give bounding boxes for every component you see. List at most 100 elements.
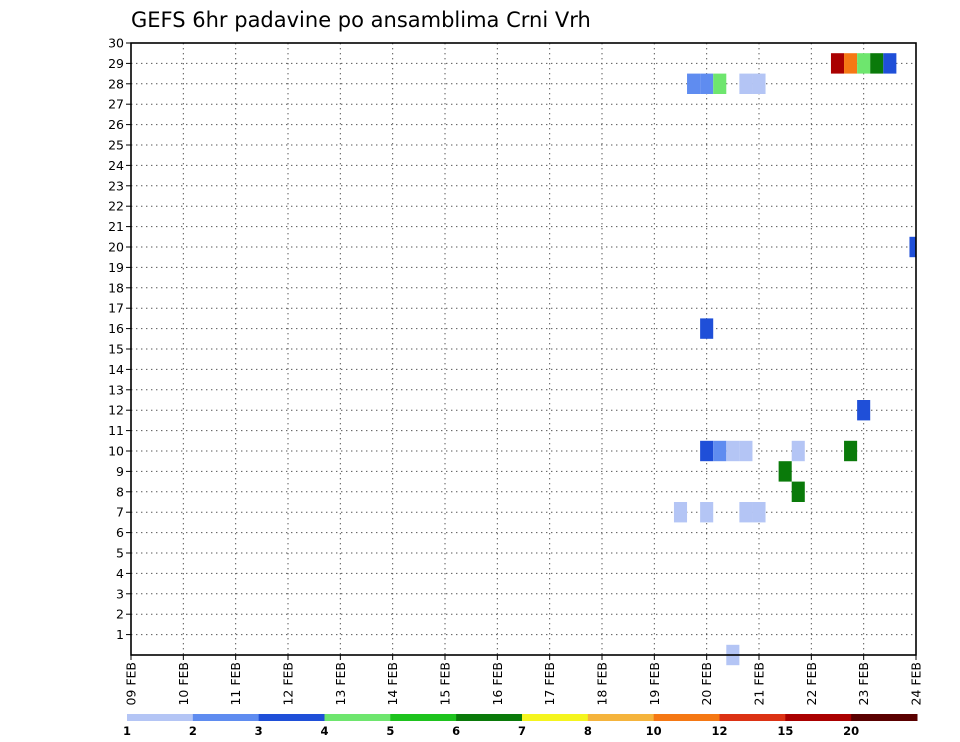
y-tick-label: 1 [116, 627, 124, 642]
y-tick-label: 13 [108, 382, 124, 397]
y-tick-label: 2 [116, 607, 124, 622]
x-tick-label: 24 FEB [909, 662, 924, 706]
y-axis: 1234567891011121314151617181920212223242… [108, 36, 131, 642]
colorbar-segment [522, 714, 589, 721]
heatmap-cell [700, 440, 714, 462]
colorbar-label: 8 [584, 724, 592, 738]
colorbar-segment [456, 714, 523, 721]
heatmap-cell [778, 461, 792, 482]
colorbar: 1 2 3 4 5 6 7 8 10 12 15 20 [123, 714, 918, 738]
heatmap-cell [857, 53, 871, 74]
colorbar-label: 7 [518, 724, 526, 738]
heatmap-cell [673, 502, 688, 523]
y-tick-label: 11 [108, 423, 124, 438]
y-tick-label: 17 [108, 301, 124, 316]
x-tick-label: 22 FEB [804, 662, 819, 706]
y-tick-label: 6 [116, 525, 124, 540]
y-tick-label: 30 [108, 36, 124, 51]
x-tick-label: 12 FEB [281, 662, 296, 706]
heatmap-cell [739, 502, 753, 523]
y-tick-label: 3 [116, 586, 124, 601]
x-tick-label: 23 FEB [856, 662, 871, 706]
heatmap-cell [830, 53, 845, 74]
x-axis: 09 FEB 10 FEB 11 FEB 12 FEB 13 FEB 14 FEB 15 F… [124, 655, 924, 706]
colorbar-segment [587, 714, 655, 721]
y-tick-label: 14 [108, 362, 124, 377]
y-tick-label: 16 [108, 321, 124, 336]
heatmap-cell [844, 53, 858, 74]
heatmap-cell [713, 440, 727, 462]
x-tick-label: 16 FEB [490, 662, 505, 706]
colorbar-segment [192, 714, 260, 721]
x-tick-label: 19 FEB [647, 662, 662, 706]
cells-layer [673, 53, 916, 666]
heatmap-cell [700, 502, 714, 523]
x-tick-label: 21 FEB [752, 662, 767, 706]
colorbar-label: 5 [386, 724, 394, 738]
heatmap-cell [713, 73, 727, 94]
colorbar-segment [324, 714, 391, 721]
x-tick-label: 15 FEB [438, 662, 453, 706]
colorbar-label: 6 [452, 724, 460, 738]
y-tick-label: 29 [108, 56, 124, 71]
x-tick-label: 20 FEB [699, 662, 714, 706]
heatmap-cell [726, 440, 740, 462]
y-tick-label: 20 [108, 240, 124, 255]
heatmap-cell [687, 73, 701, 94]
grid-layer [131, 43, 916, 655]
heatmap-cell [752, 502, 766, 523]
x-tick-label: 10 FEB [176, 662, 191, 706]
colorbar-segment [785, 714, 852, 721]
heatmap-cell [739, 440, 753, 462]
heatmap-cell [909, 236, 916, 258]
heatmap-cell [752, 73, 766, 94]
y-tick-label: 12 [108, 403, 124, 418]
colorbar-segment [127, 714, 194, 721]
heatmap-cell [844, 440, 858, 462]
y-tick-label: 4 [116, 566, 124, 581]
y-tick-label: 26 [108, 117, 124, 132]
y-tick-label: 9 [116, 464, 124, 479]
heatmap-cell [700, 73, 714, 94]
y-tick-label: 28 [108, 76, 124, 91]
colorbar-label: 2 [189, 724, 197, 738]
heatmap-cell [857, 400, 871, 421]
plot-frame [130, 42, 917, 656]
y-tick-label: 15 [108, 342, 124, 357]
heatmap-cell [791, 440, 805, 462]
y-tick-label: 21 [108, 219, 124, 234]
chart-title: GEFS 6hr padavine po ansamblima Crni Vrh [131, 8, 591, 32]
x-tick-label: 11 FEB [228, 662, 243, 706]
colorbar-label: 12 [711, 724, 727, 738]
x-tick-label: 14 FEB [385, 662, 400, 706]
heatmap-cell [791, 481, 805, 502]
y-tick-label: 7 [116, 505, 124, 520]
y-tick-label: 22 [108, 199, 124, 214]
heatmap-cell [870, 53, 884, 74]
colorbar-segment [390, 714, 457, 721]
colorbar-segment [719, 714, 786, 721]
y-tick-label: 5 [116, 546, 124, 561]
y-tick-label: 27 [108, 97, 124, 112]
colorbar-label: 4 [320, 724, 328, 738]
y-tick-label: 24 [108, 158, 124, 173]
heatmap-cell [739, 73, 753, 94]
y-tick-label: 25 [108, 138, 124, 153]
colorbar-label: 15 [777, 724, 793, 738]
colorbar-label: 1 [123, 724, 131, 738]
colorbar-segment [258, 714, 325, 721]
x-tick-label: 13 FEB [333, 662, 348, 706]
x-tick-label: 09 FEB [124, 662, 139, 706]
heatmap-cell [700, 318, 714, 339]
x-tick-label: 18 FEB [595, 662, 610, 706]
colorbar-segment [653, 714, 720, 721]
colorbar-segment [851, 714, 918, 721]
y-tick-label: 23 [108, 178, 124, 193]
heatmap-cell [883, 53, 897, 74]
colorbar-label: 20 [843, 724, 859, 738]
x-tick-label: 17 FEB [542, 662, 557, 706]
y-tick-label: 19 [108, 260, 124, 275]
colorbar-label: 10 [646, 724, 662, 738]
y-tick-label: 8 [116, 484, 124, 499]
